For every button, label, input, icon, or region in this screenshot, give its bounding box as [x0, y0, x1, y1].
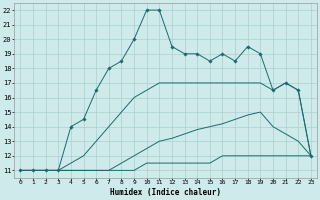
X-axis label: Humidex (Indice chaleur): Humidex (Indice chaleur)	[110, 188, 221, 197]
